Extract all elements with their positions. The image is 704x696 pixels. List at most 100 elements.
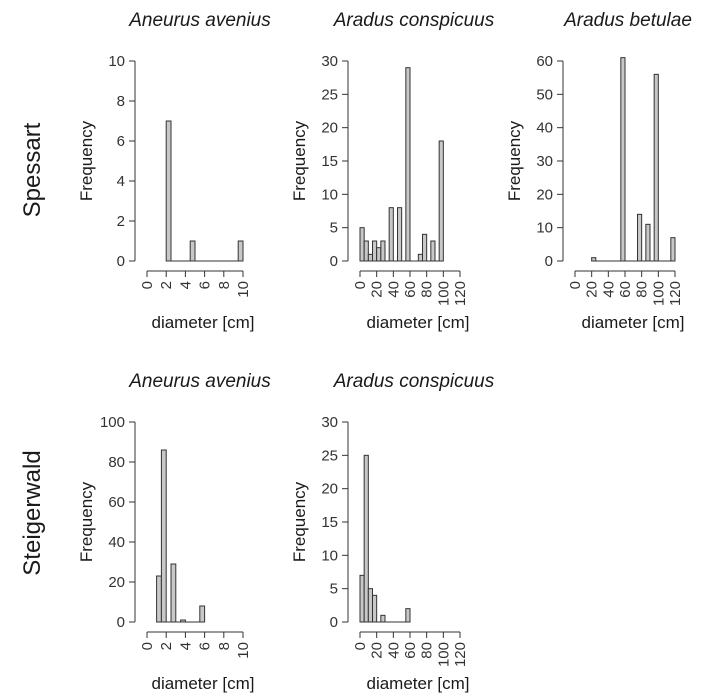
histogram-bar <box>620 57 626 262</box>
y-tick-label: 0 <box>330 614 338 631</box>
x-axis-label: diameter [cm] <box>152 313 255 332</box>
histogram-bar <box>165 120 172 262</box>
x-axis-label: diameter [cm] <box>582 313 685 332</box>
x-tick-label: 20 <box>584 281 601 298</box>
histogram-bar <box>637 213 643 262</box>
histogram-bar <box>180 619 186 623</box>
x-tick-label: 100 <box>435 281 452 306</box>
y-axis-label: Frequency <box>77 120 96 201</box>
histogram-bar <box>170 563 177 623</box>
chart-title: Aradus conspicuus <box>333 371 495 392</box>
y-tick-label: 10 <box>108 53 125 70</box>
chart-spessart-aradus-betulae: Aradus betulae Frequency diameter [cm] 0 10 2… <box>505 10 692 332</box>
x-tick-label: 10 <box>235 642 252 659</box>
y-tick-label: 8 <box>117 93 125 110</box>
row-label-steigerwald: Steigerwald <box>19 450 46 575</box>
y-tick-label: 0 <box>117 614 125 631</box>
chart-steigerwald-aradus-conspicuus: Aradus conspicuus Frequency diameter [cm] 0… <box>290 371 495 693</box>
y-tick-label: 20 <box>321 481 338 498</box>
x-tick-label: 100 <box>435 642 452 667</box>
x-tick-label: 40 <box>385 642 402 659</box>
histogram-bar <box>405 67 411 262</box>
x-tick-label: 0 <box>352 642 369 650</box>
x-tick-label: 2 <box>158 642 175 650</box>
y-axis-label: Frequency <box>77 481 96 562</box>
x-tick-label: 60 <box>617 281 634 298</box>
y-tick-label: 30 <box>536 153 553 170</box>
x-tick-label: 0 <box>139 642 156 650</box>
y-tick-label: 15 <box>321 514 338 531</box>
y-tick-label: 50 <box>536 86 553 103</box>
x-tick-label: 0 <box>567 281 584 289</box>
y-tick-label: 20 <box>321 120 338 137</box>
histogram-bar <box>199 605 206 623</box>
y-tick-label: 30 <box>321 53 338 70</box>
histogram-bar <box>160 449 167 623</box>
y-tick-label: 30 <box>321 414 338 431</box>
x-tick-label: 40 <box>600 281 617 298</box>
x-tick-label: 120 <box>452 642 469 667</box>
x-tick-label: 60 <box>402 281 419 298</box>
histogram-bar <box>359 227 365 262</box>
y-tick-label: 60 <box>108 494 125 511</box>
y-axis-label: Frequency <box>290 481 309 562</box>
y-tick-label: 60 <box>536 53 553 70</box>
x-tick-label: 120 <box>452 281 469 306</box>
histogram-bar <box>367 253 374 262</box>
y-tick-label: 100 <box>100 414 125 431</box>
y-tick-label: 5 <box>330 581 338 598</box>
histogram-bar <box>397 207 403 262</box>
y-tick-label: 6 <box>117 133 125 150</box>
x-tick-label: 60 <box>402 642 419 659</box>
chart-title: Aneurus avenius <box>128 371 271 392</box>
x-tick-label: 80 <box>419 642 436 659</box>
y-axis-label: Frequency <box>290 120 309 201</box>
histogram-bar <box>430 240 436 262</box>
y-tick-label: 15 <box>321 153 338 170</box>
x-tick-label: 4 <box>177 642 194 650</box>
row-label-spessart: Spessart <box>19 122 46 217</box>
y-tick-label: 2 <box>117 213 125 230</box>
histogram-bar <box>380 240 386 262</box>
histogram-bar <box>372 594 378 623</box>
y-tick-label: 80 <box>108 454 125 471</box>
x-tick-label: 20 <box>369 642 386 659</box>
x-tick-label: 4 <box>177 281 194 289</box>
y-tick-label: 25 <box>321 447 338 464</box>
y-tick-label: 20 <box>108 574 125 591</box>
y-tick-label: 10 <box>321 547 338 564</box>
histogram-bar <box>367 588 374 623</box>
x-tick-label: 120 <box>667 281 684 306</box>
y-tick-label: 0 <box>117 253 125 270</box>
x-axis-label: diameter [cm] <box>367 674 470 693</box>
histogram-bar <box>156 575 162 623</box>
chart-title: Aneurus avenius <box>128 10 271 31</box>
x-tick-label: 8 <box>216 281 233 289</box>
histogram-bar <box>388 207 394 262</box>
histogram-bar <box>438 140 444 262</box>
histogram-bar <box>363 240 369 262</box>
histogram-bar <box>376 247 382 262</box>
x-tick-label: 100 <box>650 281 667 306</box>
histogram-bar <box>653 73 659 262</box>
histogram-bar <box>422 233 428 262</box>
histogram-bar <box>189 240 196 262</box>
histogram-bar <box>670 237 676 262</box>
histogram-bar <box>372 240 378 262</box>
y-tick-label: 10 <box>536 220 553 237</box>
histogram-bar <box>237 240 244 262</box>
y-axis-label: Frequency <box>505 120 524 201</box>
y-tick-label: 20 <box>536 186 553 203</box>
x-tick-label: 2 <box>158 281 175 289</box>
histogram-bar <box>363 454 369 623</box>
chart-title: Aradus betulae <box>563 10 692 31</box>
chart-title: Aradus conspicuus <box>333 10 495 31</box>
x-tick-label: 10 <box>235 281 252 298</box>
y-tick-label: 25 <box>321 86 338 103</box>
y-tick-label: 5 <box>330 220 338 237</box>
x-axis-label: diameter [cm] <box>367 313 470 332</box>
x-tick-label: 80 <box>419 281 436 298</box>
